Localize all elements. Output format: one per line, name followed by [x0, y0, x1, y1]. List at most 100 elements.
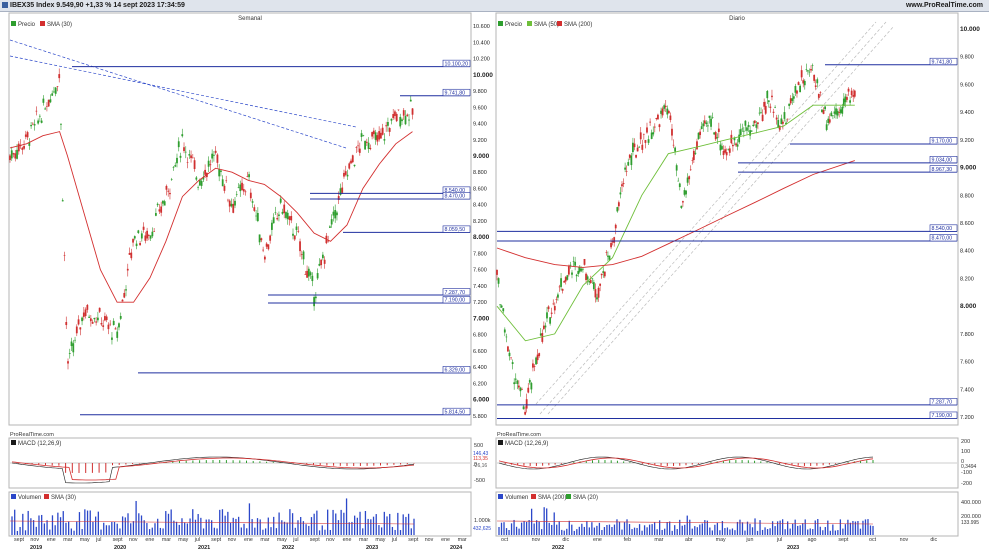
instrument-title: IBEX35 Index 9.549,90 +1,33 % 14 sept 20… [10, 2, 185, 9]
daily-candle-body [752, 124, 755, 127]
daily-volume-sma200-legend: SMA (200) [538, 495, 566, 501]
weekly-macd-title: MACD (12,26,9) [18, 441, 61, 447]
daily-candle-body [814, 85, 817, 87]
weekly-level-label: 6.329,00 [445, 368, 466, 374]
weekly-candle-body [58, 74, 61, 79]
daily-level-box [929, 411, 958, 419]
weekly-x-year-label: 2020 [114, 545, 126, 551]
daily-macd-tick: 0 [961, 459, 964, 465]
weekly-candle-body [169, 192, 171, 195]
daily-candle-body [672, 144, 675, 146]
daily-candle-body [616, 207, 619, 212]
weekly-candle-body [344, 171, 347, 175]
weekly-macd-signal-line [11, 457, 415, 481]
daily-candle-body [617, 202, 620, 207]
daily-candle-body [571, 272, 573, 275]
daily-candle-body [725, 152, 728, 156]
daily-candle-body [532, 363, 534, 368]
daily-y-tick-label: 9.600 [960, 82, 974, 88]
weekly-macd-tick: 500 [474, 443, 483, 449]
daily-y-tick-label: 7.400 [960, 387, 974, 393]
daily-candle-body [591, 278, 594, 280]
daily-candle-body [830, 112, 833, 117]
weekly-y-tick-label: 6.000 [473, 397, 490, 404]
daily-candle-body [675, 165, 678, 171]
weekly-candle-body [330, 219, 333, 225]
weekly-candle-body [214, 150, 217, 153]
weekly-candle-body [216, 154, 219, 163]
daily-candle-body [757, 122, 759, 125]
weekly-x-month-label: may [178, 537, 188, 543]
weekly-y-tick-label: 5.800 [473, 414, 487, 420]
weekly-x-month-label: sept [408, 537, 419, 543]
weekly-candle-body [411, 108, 414, 115]
daily-macd-swatch [498, 440, 503, 445]
daily-candle-body [775, 117, 778, 120]
daily-candle-body [699, 131, 702, 136]
weekly-candle-body [112, 320, 115, 326]
daily-candle-body [817, 93, 820, 98]
weekly-y-tick-label: 10.400 [473, 40, 490, 46]
weekly-candle-body [74, 339, 76, 341]
daily-macd-value: 0,3494 [961, 464, 977, 470]
daily-volume-sma200-swatch [531, 494, 536, 499]
weekly-x-year-label: 2023 [366, 545, 378, 551]
daily-candle-body [749, 130, 752, 136]
weekly-candle-body [184, 151, 187, 153]
daily-candle-body [791, 98, 794, 101]
weekly-candle-body [211, 153, 214, 159]
weekly-y-tick-label: 6.800 [473, 333, 487, 339]
daily-x-month-label: jul [776, 537, 782, 543]
daily-candle-body [692, 150, 695, 160]
daily-candle-body [782, 121, 784, 124]
weekly-macd-line [11, 456, 415, 484]
weekly-x-month-label: mar [458, 537, 467, 543]
daily-candle-body [728, 148, 731, 153]
weekly-candle-body [81, 317, 83, 322]
weekly-candle-body [348, 163, 351, 169]
weekly-candle-body [197, 187, 199, 188]
weekly-candle-body [63, 254, 66, 256]
daily-candle-body [569, 264, 572, 266]
weekly-candle-body [313, 297, 315, 307]
weekly-candle-body [44, 108, 47, 110]
daily-candle-body [641, 144, 644, 150]
weekly-candle-body [290, 215, 293, 221]
daily-candle-body [797, 82, 800, 85]
daily-level-label: 7.287,70 [932, 400, 953, 406]
weekly-x-month-label: jul [194, 537, 200, 543]
daily-candle-body [799, 85, 801, 93]
daily-y-tick-label: 7.800 [960, 332, 974, 338]
daily-candle-body [769, 106, 772, 108]
daily-x-year-label: 2023 [787, 545, 799, 551]
weekly-candle-body [388, 127, 391, 132]
daily-candle-body [827, 118, 830, 123]
weekly-candle-body [91, 321, 94, 324]
site-link[interactable]: www.ProRealTime.com [905, 2, 983, 9]
daily-candle-body [600, 273, 603, 276]
daily-x-month-label: ago [808, 537, 817, 543]
weekly-x-month-label: ene [244, 537, 253, 543]
weekly-candle-body [75, 326, 78, 334]
weekly-candle-body [179, 155, 182, 158]
daily-candle-body [646, 127, 648, 133]
daily-candle-body [722, 151, 725, 156]
daily-candle-body [555, 299, 558, 300]
daily-candle-body [739, 129, 742, 136]
weekly-legend-swatch-price [11, 21, 16, 26]
weekly-candle-body [21, 147, 24, 150]
daily-candle-body [682, 201, 684, 203]
weekly-y-tick-label: 8.800 [473, 170, 487, 176]
daily-candle-body [599, 283, 602, 286]
weekly-candle-body [188, 154, 191, 156]
weekly-candle-body [286, 212, 289, 220]
daily-candle-body [813, 74, 816, 81]
weekly-candle-body [24, 134, 27, 137]
weekly-candle-body [137, 230, 140, 234]
daily-candle-body [671, 128, 673, 136]
daily-candle-body [513, 382, 516, 385]
weekly-x-month-label: ene [47, 537, 56, 543]
weekly-candle-body [84, 309, 87, 317]
weekly-candle-body [263, 256, 266, 260]
